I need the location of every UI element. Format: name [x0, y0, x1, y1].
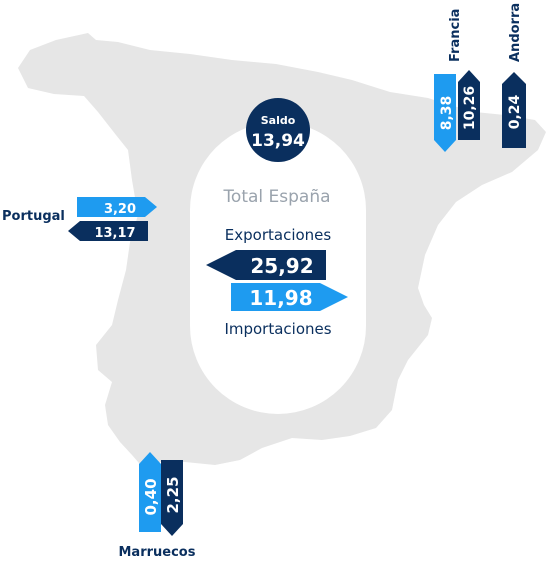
andorra-import-arrow: 0,24 — [502, 72, 526, 148]
exportaciones-arrow-shape — [206, 250, 326, 280]
francia-import-shape — [458, 70, 480, 140]
portugal-label: Portugal — [2, 209, 65, 224]
marruecos-import-arrow: 2,25 — [161, 460, 183, 536]
marruecos-export-arrow: 0,40 — [139, 452, 161, 532]
saldo-value: 13,94 — [251, 131, 305, 151]
importaciones-arrow: 11,98 — [231, 283, 348, 311]
exportaciones-arrow: 25,92 — [206, 250, 326, 280]
portugal-export-shape — [77, 197, 157, 217]
exportaciones-value: 25,92 — [250, 254, 313, 278]
francia-import-value: 10,26 — [462, 86, 478, 130]
importaciones-value: 11,98 — [249, 286, 312, 310]
saldo-circle — [246, 98, 310, 162]
saldo-badge: Saldo 13,94 — [246, 98, 310, 162]
marruecos-import-value: 2,25 — [164, 476, 182, 513]
francia-export-value: 8,38 — [439, 96, 455, 131]
andorra-import-value: 0,24 — [507, 94, 523, 129]
portugal-import-arrow: 13,17 — [68, 221, 148, 241]
portugal-import-value: 13,17 — [94, 226, 135, 241]
andorra-import-shape — [502, 72, 526, 148]
marruecos-label: Marruecos — [119, 545, 196, 560]
importaciones-arrow-shape — [231, 283, 348, 311]
saldo-label: Saldo — [261, 114, 296, 127]
total-title: Total España — [222, 187, 330, 207]
importaciones-label: Importaciones — [224, 320, 331, 338]
portugal-export-value: 3,20 — [104, 202, 136, 217]
francia-export-shape — [434, 74, 456, 152]
francia-label: Francia — [448, 9, 463, 62]
exportaciones-label: Exportaciones — [225, 226, 332, 244]
marruecos-import-shape — [161, 460, 183, 536]
andorra-label: Andorra — [508, 3, 523, 62]
portugal-export-arrow: 3,20 — [77, 197, 157, 217]
marruecos-export-shape — [139, 452, 161, 532]
francia-import-arrow: 10,26 — [458, 70, 480, 140]
francia-export-arrow: 8,38 — [434, 74, 456, 152]
marruecos-export-value: 0,40 — [142, 478, 160, 515]
portugal-import-shape — [68, 221, 148, 241]
